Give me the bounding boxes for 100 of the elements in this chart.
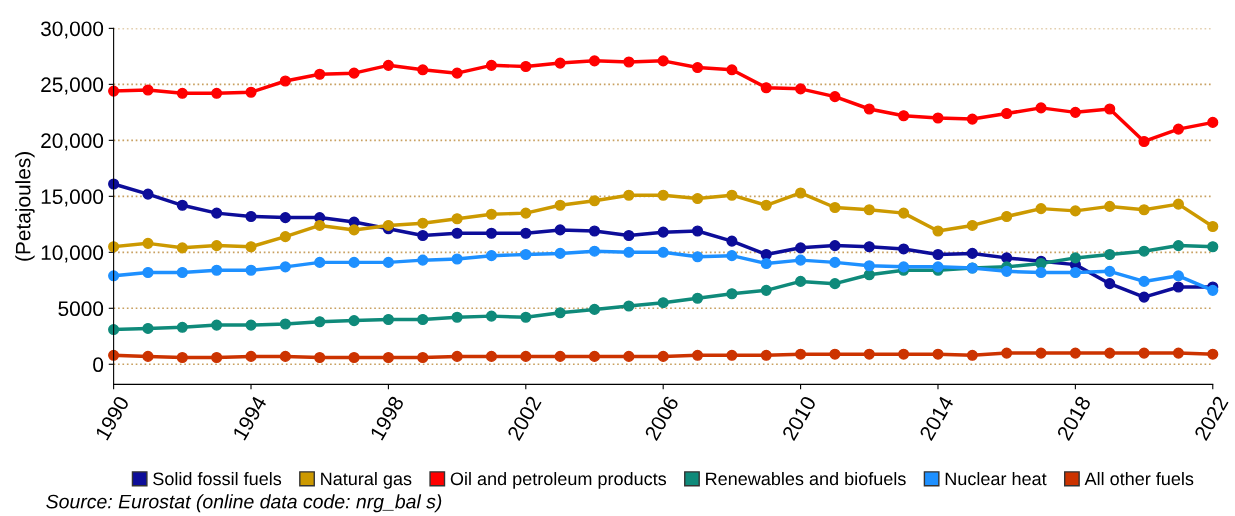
point	[966, 219, 978, 231]
point	[726, 189, 738, 201]
point	[245, 319, 257, 331]
point	[1001, 107, 1013, 120]
point	[795, 83, 807, 95]
legend-label: Natural gas	[321, 471, 412, 489]
point	[966, 349, 978, 361]
point	[898, 243, 910, 255]
point	[932, 112, 944, 124]
point	[1172, 240, 1184, 252]
point	[142, 237, 154, 249]
point	[554, 350, 566, 362]
point	[726, 250, 738, 262]
point	[623, 229, 635, 242]
point	[142, 350, 154, 362]
point	[829, 240, 841, 252]
point	[520, 248, 532, 261]
point	[417, 64, 429, 76]
point	[1104, 248, 1116, 261]
point	[245, 350, 257, 362]
point	[1104, 278, 1116, 290]
point	[245, 86, 257, 98]
point	[1172, 270, 1184, 282]
point	[520, 311, 532, 323]
point	[1069, 205, 1081, 217]
point	[1035, 347, 1047, 359]
point	[863, 269, 875, 281]
point	[623, 56, 635, 68]
point	[1001, 347, 1013, 359]
point	[1069, 266, 1081, 279]
point	[760, 349, 772, 361]
point	[348, 256, 360, 268]
y-tick-label: 10,000	[41, 245, 104, 263]
point	[1207, 348, 1219, 360]
point	[245, 210, 257, 223]
point	[485, 227, 498, 239]
point	[1104, 265, 1116, 277]
point	[898, 348, 910, 360]
point	[348, 224, 360, 236]
point	[726, 288, 738, 300]
point	[898, 207, 910, 219]
point	[417, 351, 429, 364]
point	[417, 229, 429, 242]
point	[485, 59, 498, 71]
point	[382, 351, 394, 364]
point	[485, 208, 498, 220]
point	[279, 75, 291, 87]
point	[1069, 347, 1081, 359]
point	[829, 278, 841, 290]
point	[142, 188, 154, 200]
point	[623, 189, 635, 201]
point	[245, 264, 257, 276]
point	[279, 231, 291, 243]
point	[726, 64, 738, 76]
point	[829, 201, 841, 214]
point	[142, 84, 154, 96]
legend-label: Renewables and biofuels	[706, 471, 906, 486]
point	[417, 313, 429, 326]
point	[966, 247, 978, 259]
point	[932, 225, 944, 237]
point	[588, 225, 601, 237]
point	[211, 87, 223, 99]
point	[795, 348, 807, 360]
point	[932, 348, 944, 360]
point	[795, 254, 807, 266]
point	[451, 253, 463, 265]
point	[451, 213, 463, 225]
point	[1138, 135, 1150, 148]
point	[485, 310, 498, 322]
point	[211, 264, 223, 276]
y-tick-label: 5000	[58, 301, 104, 317]
point	[176, 321, 188, 333]
point	[451, 311, 463, 323]
point	[657, 189, 669, 201]
y-tick-label: 30,000	[40, 21, 104, 39]
source-note: Source: Eurostat (online data code: nrg_bal s)	[46, 494, 442, 513]
point	[829, 256, 841, 268]
point	[211, 319, 223, 331]
y-tick-label: 15,000	[41, 189, 104, 207]
point	[1172, 123, 1184, 135]
point	[1138, 275, 1150, 287]
point	[863, 260, 875, 272]
point	[1138, 291, 1150, 303]
point	[520, 227, 532, 239]
point	[142, 266, 154, 279]
point	[1069, 106, 1081, 118]
point	[520, 207, 532, 219]
point	[142, 322, 154, 334]
point	[108, 324, 120, 336]
point	[588, 195, 601, 207]
point	[382, 219, 394, 231]
point	[279, 261, 291, 273]
y-tick-label: 25,000	[41, 77, 104, 95]
point	[657, 226, 669, 238]
point	[691, 349, 704, 361]
point	[211, 351, 223, 364]
point	[211, 207, 223, 219]
point	[1035, 203, 1047, 215]
point	[657, 350, 669, 362]
point	[691, 292, 704, 304]
